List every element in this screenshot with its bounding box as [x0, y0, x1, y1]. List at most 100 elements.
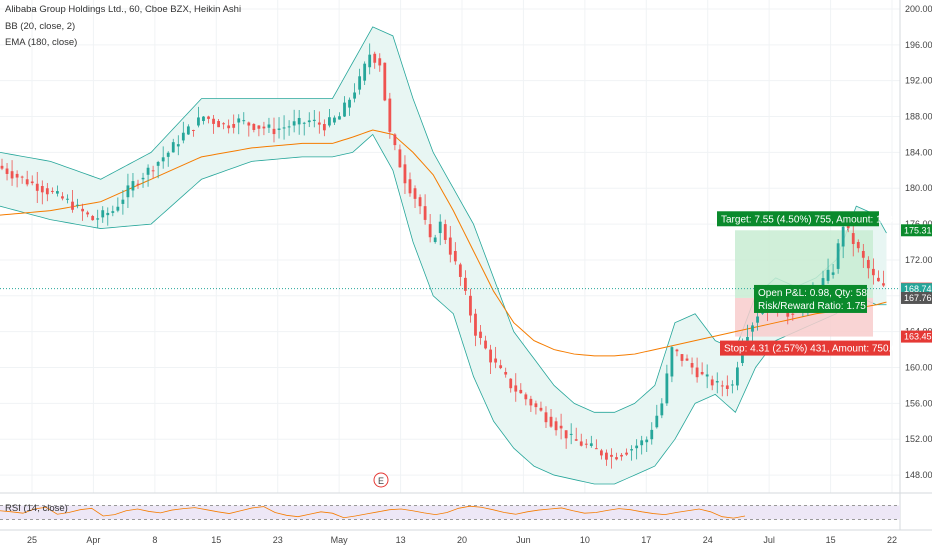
candle-body — [856, 242, 860, 249]
candle-body — [554, 421, 558, 431]
candle-body — [333, 117, 336, 123]
price-tag-label: 167.76 — [904, 293, 932, 303]
price-tag — [901, 330, 932, 343]
price-tick-label: 148.00 — [905, 470, 932, 480]
candle-body — [746, 336, 749, 341]
bb-legend: BB (20, close, 2) — [5, 21, 76, 32]
time-tick-label: 22 — [887, 535, 897, 545]
candle-body — [146, 167, 150, 175]
candle-body — [393, 134, 397, 146]
price-tick-label: 192.00 — [905, 76, 932, 86]
candle-body — [725, 385, 729, 389]
price-tag — [901, 291, 932, 304]
price-tag-label: 175.31 — [904, 225, 932, 235]
candle-body — [207, 116, 210, 119]
candle-body — [665, 373, 669, 404]
candle-body — [232, 123, 236, 128]
candle-body — [227, 125, 231, 129]
rsi-line — [0, 505, 746, 519]
target-label: Target: 7.55 (4.50%) 755, Amount: 1437.9 — [721, 214, 907, 225]
rsi-band — [0, 505, 900, 520]
candle-body — [670, 347, 674, 377]
candle-body — [388, 98, 392, 132]
candle-body — [328, 117, 331, 126]
candle-body — [35, 183, 39, 191]
candle-body — [262, 126, 266, 129]
price-tick-label: 200.00 — [905, 4, 932, 14]
candle-body — [423, 206, 427, 220]
candle-body — [650, 429, 654, 440]
earnings-marker-label: E — [378, 476, 384, 486]
candle-body — [866, 259, 870, 269]
candle-body — [605, 452, 608, 460]
candle-body — [615, 457, 618, 460]
candle-body — [186, 126, 190, 135]
candle-body — [841, 226, 845, 247]
time-tick-label: May — [331, 535, 349, 545]
candle-body — [458, 264, 462, 277]
candle-body — [222, 123, 226, 125]
stop-label: Stop: 4.31 (2.57%) 431, Amount: 750.02 — [724, 344, 903, 355]
time-tick-label: 24 — [703, 535, 713, 545]
candle-body — [287, 126, 291, 128]
candle-body — [348, 99, 351, 108]
candle-body — [312, 119, 316, 122]
candle-body — [343, 102, 346, 117]
price-tag-label: 163.45 — [904, 332, 932, 342]
price-tick-label: 152.00 — [905, 434, 932, 444]
candle-body — [5, 168, 9, 174]
candle-body — [292, 121, 296, 126]
price-tick-label: 172.00 — [905, 255, 932, 265]
price-tick-label: 156.00 — [905, 398, 932, 408]
candle-body — [569, 433, 573, 435]
candle-body — [484, 340, 487, 349]
price-tick-label: 188.00 — [905, 112, 932, 122]
time-tick-label: 25 — [27, 535, 37, 545]
time-tick-label: 13 — [396, 535, 406, 545]
candle-body — [861, 250, 865, 258]
bb-lower-line — [0, 133, 887, 485]
candle-body — [564, 430, 568, 439]
candle-body — [574, 439, 578, 441]
candle-body — [0, 165, 4, 169]
candle-body — [499, 365, 503, 369]
candle-body — [45, 188, 49, 195]
candle-body — [237, 118, 241, 123]
candle-body — [645, 439, 649, 443]
candle-body — [61, 196, 64, 199]
candle-body — [534, 403, 538, 408]
rsi-legend: RSI (14, close) — [5, 503, 68, 514]
pnl-box — [754, 284, 867, 313]
candle-body — [101, 210, 105, 218]
candle-body — [428, 224, 432, 238]
candle-body — [640, 440, 644, 446]
candle-body — [705, 374, 709, 377]
candle-body — [242, 120, 246, 122]
candle-body — [630, 449, 634, 451]
candle-body — [181, 132, 185, 141]
candle-body — [418, 197, 422, 207]
candle-body — [272, 128, 276, 135]
candle-body — [529, 398, 533, 406]
candle-body — [625, 452, 628, 455]
risk-reward-label: Risk/Reward Ratio: 1.75 — [758, 301, 866, 312]
candle-body — [720, 385, 724, 387]
candle-body — [282, 127, 286, 129]
candle-body — [504, 371, 508, 375]
candle-body — [539, 407, 543, 411]
candle-body — [353, 92, 356, 99]
candle-body — [599, 450, 603, 456]
candle-body — [751, 325, 754, 332]
candle-body — [40, 185, 44, 193]
candle-body — [786, 310, 790, 317]
candle-body — [247, 122, 251, 126]
candle-body — [690, 363, 694, 368]
candle-body — [202, 116, 205, 122]
price-tick-label: 176.00 — [905, 219, 932, 229]
candle-body — [443, 224, 447, 240]
candle-body — [413, 188, 417, 199]
candle-body — [252, 123, 256, 130]
candle-body — [494, 358, 498, 363]
candle-body — [433, 237, 437, 243]
